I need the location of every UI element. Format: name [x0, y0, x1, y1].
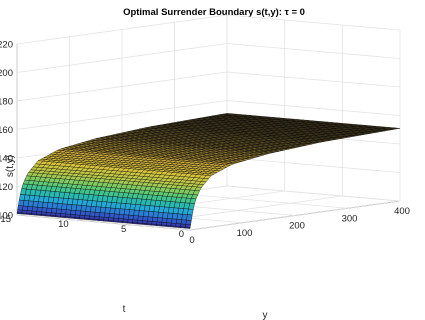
surface-patch — [132, 215, 139, 221]
surface-patch — [22, 205, 29, 211]
grid-line-y — [174, 192, 348, 209]
surface-patch — [187, 208, 194, 216]
y-tick-label: 400 — [394, 206, 410, 217]
surface-patch — [31, 206, 38, 212]
surface-patch — [118, 214, 125, 220]
surface-patch — [108, 213, 115, 219]
surface-patch — [17, 205, 24, 211]
surface-patch — [70, 209, 77, 215]
surface-patch — [94, 211, 101, 217]
grid-line-y — [226, 185, 401, 202]
surface-patch — [161, 217, 168, 223]
t-tick-label: 15 — [0, 214, 11, 225]
surface-patch — [36, 206, 43, 212]
surface-patch — [147, 216, 154, 222]
surface-patch — [151, 216, 158, 222]
z-tick-label: 100 — [0, 211, 13, 222]
grid-line-z — [226, 157, 401, 173]
surface-patch — [180, 219, 187, 225]
grid-line-z — [226, 71, 401, 88]
y-tick-label: 300 — [342, 213, 358, 224]
t-axis-label: t — [123, 304, 126, 315]
z-axis-label: s(t,y) — [5, 155, 16, 177]
y-tick-label: 0 — [189, 235, 194, 246]
surface-patch — [188, 202, 195, 210]
y-tick-label: 100 — [237, 228, 253, 239]
t-tick-label: 0 — [179, 229, 184, 240]
tick-labels: 100 120 140 160 180 200 220 0 100 200 300 400 0 5 10 15 — [0, 40, 410, 247]
grid-line-y — [16, 214, 191, 231]
surface-patch — [186, 214, 193, 221]
grid-line-t — [189, 200, 401, 231]
grid-line-z — [226, 14, 401, 31]
surface-patch — [65, 209, 72, 215]
surface-patch — [387, 127, 401, 130]
surface-patch — [27, 206, 33, 212]
surface-patch — [113, 213, 120, 219]
z-tick-label: 180 — [0, 97, 13, 108]
surface-patch — [156, 217, 163, 223]
surface-patch — [176, 219, 182, 225]
surface-patch — [171, 218, 178, 224]
t-tick-label: 10 — [58, 219, 69, 230]
surface-patch — [137, 215, 144, 221]
z-tick-label: 220 — [0, 40, 13, 51]
surface-patch — [46, 207, 53, 213]
y-tick-label: 200 — [289, 221, 305, 232]
surface-patch — [127, 214, 134, 220]
surface-patch — [51, 208, 57, 214]
surface-patch — [55, 208, 62, 214]
surface-patch — [79, 210, 86, 216]
surface-patch — [103, 212, 110, 218]
grid-line-z — [226, 43, 401, 59]
surface-plot — [16, 113, 401, 229]
z-tick-label: 200 — [0, 68, 13, 79]
surface-patch — [166, 218, 173, 224]
z-tick-label: 120 — [0, 182, 13, 193]
z-tick-label: 160 — [0, 125, 13, 136]
surface-patch — [84, 211, 91, 217]
surface-patch — [142, 216, 149, 222]
z-tick-label: 140 — [0, 154, 13, 165]
surface-patch — [185, 219, 192, 225]
t-tick-label: 5 — [121, 224, 126, 235]
surface-patch — [89, 211, 96, 217]
chart-title: Optimal Surrender Boundary s(t,y): τ = 0 — [123, 7, 305, 18]
surface-patch — [123, 214, 130, 220]
y-axis-label: y — [263, 310, 268, 320]
surface-patch — [60, 209, 67, 215]
grid-line-z — [226, 100, 401, 116]
surface-patch — [41, 207, 48, 213]
surface-patch — [75, 210, 82, 216]
surface-patch — [99, 212, 106, 218]
